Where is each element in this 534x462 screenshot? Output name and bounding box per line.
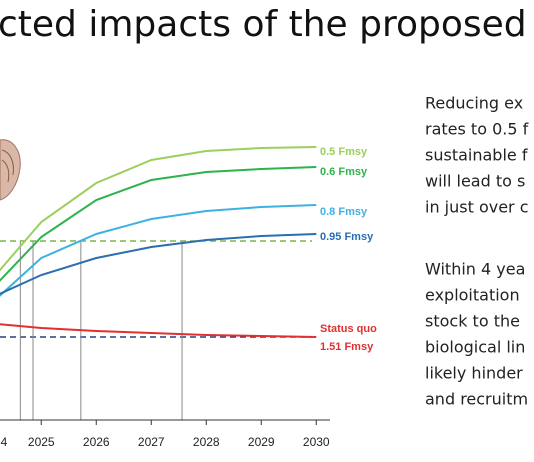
x-tick-label: 2028 xyxy=(193,435,220,449)
side-text-line: biological lin xyxy=(425,338,525,357)
series-line xyxy=(0,233,317,295)
shell-icon xyxy=(0,139,21,201)
x-tick-label: 4 xyxy=(1,435,8,449)
series-label: 0.8 Fmsy xyxy=(320,206,368,218)
x-tick-label: 2027 xyxy=(138,435,165,449)
series-line xyxy=(0,323,317,338)
side-text-line: stock to the xyxy=(425,312,520,331)
series-line xyxy=(0,204,317,297)
series-label: Status quo xyxy=(320,323,377,335)
series-label: 0.6 Fmsy xyxy=(320,166,368,178)
side-text-line: sustainable f xyxy=(425,146,528,165)
side-text-line: Reducing ex xyxy=(425,94,523,113)
series-note: 1.51 Fmsy xyxy=(320,341,374,353)
side-text-line: likely hinder xyxy=(425,364,523,383)
x-tick-label: 2025 xyxy=(28,435,55,449)
side-text-line: exploitation xyxy=(425,286,520,305)
side-text-line: Within 4 yea xyxy=(425,260,525,279)
series-label: 0.5 Fmsy xyxy=(320,146,368,158)
series-label: 0.95 Fmsy xyxy=(320,231,374,243)
side-text-line: will lead to s xyxy=(425,172,525,191)
series-line xyxy=(0,166,317,282)
x-tick-label: 2029 xyxy=(248,435,275,449)
side-text-line: rates to 0.5 f xyxy=(425,120,529,139)
series-line xyxy=(0,146,317,272)
slide-title: cted impacts of the proposed cha xyxy=(0,4,534,45)
x-tick-label: 2026 xyxy=(83,435,110,449)
side-text-line: in just over c xyxy=(425,198,529,217)
side-text-line: and recruitm xyxy=(425,390,528,409)
x-tick-label: 2030 xyxy=(303,435,330,449)
